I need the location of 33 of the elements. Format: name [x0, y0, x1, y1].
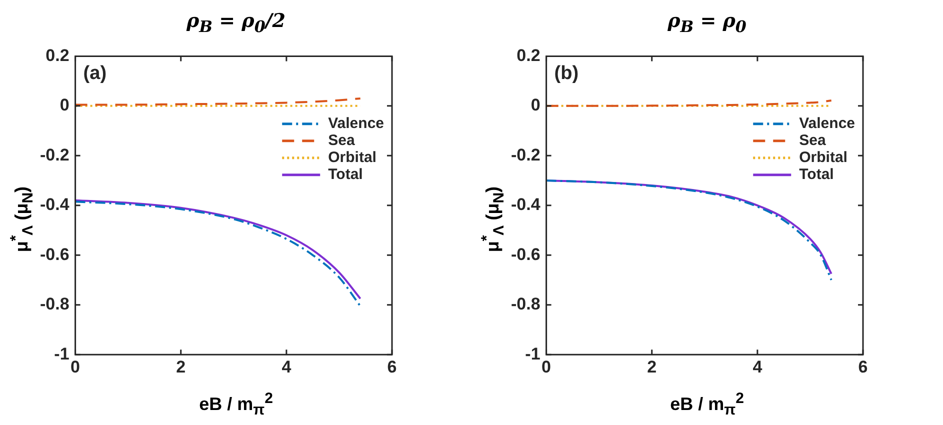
y-tick-label: -0.4: [40, 195, 70, 214]
x-tick-label: 2: [647, 357, 657, 376]
annotation: (b): [554, 62, 579, 84]
legend-label: Orbital: [799, 149, 848, 166]
y-tick-label: -0.8: [510, 294, 540, 314]
legend-label: Orbital: [328, 149, 376, 166]
y-tick-label: -0.2: [510, 145, 540, 164]
chart-title: ρ$_{B}$ = ρ$_{0}$/2: [185, 10, 286, 36]
legend-label: Valence: [328, 115, 384, 132]
legend-label: Sea: [799, 132, 826, 150]
x-tick-label: 4: [282, 357, 292, 376]
y-tick-label: 0: [60, 96, 70, 115]
legend-label: Sea: [328, 132, 356, 150]
y-tick-label: 0.2: [46, 46, 70, 65]
y-tick-label: -0.4: [510, 195, 541, 214]
y-tick-label: 0: [530, 96, 540, 115]
y-tick-label: -0.6: [510, 244, 540, 264]
y-tick-label: 0.2: [516, 46, 540, 65]
y-tick-label: -1: [54, 344, 70, 364]
y-tick-label: -0.2: [40, 145, 70, 164]
legend-label: Valence: [799, 115, 856, 132]
legend-label: Total: [799, 166, 834, 184]
y-tick-label: -0.8: [40, 294, 70, 314]
y-tick-label: -1: [525, 344, 540, 364]
y-tick-label: -0.6: [40, 244, 70, 264]
legend-label: Total: [328, 166, 363, 184]
line-series: [75, 97, 362, 106]
annotation: (a): [83, 62, 107, 84]
x-tick-label: 2: [176, 357, 186, 376]
chart-title: ρ$_{B}$ = ρ$_{0}$: [666, 10, 748, 36]
x-tick-label: 6: [387, 357, 397, 376]
x-tick-label: 6: [858, 357, 868, 376]
x-tick-label: 4: [752, 357, 763, 376]
